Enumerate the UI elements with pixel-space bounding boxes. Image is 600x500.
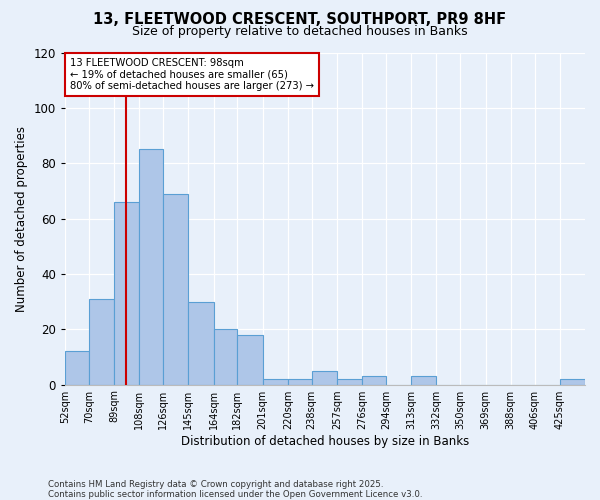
- Bar: [337, 379, 362, 384]
- Y-axis label: Number of detached properties: Number of detached properties: [15, 126, 28, 312]
- Bar: [114, 202, 139, 384]
- X-axis label: Distribution of detached houses by size in Banks: Distribution of detached houses by size …: [181, 434, 469, 448]
- Bar: [362, 376, 386, 384]
- Text: Size of property relative to detached houses in Banks: Size of property relative to detached ho…: [132, 25, 468, 38]
- Bar: [288, 379, 312, 384]
- Text: Contains public sector information licensed under the Open Government Licence v3: Contains public sector information licen…: [48, 490, 422, 499]
- Bar: [214, 329, 238, 384]
- Bar: [312, 370, 337, 384]
- Text: 13, FLEETWOOD CRESCENT, SOUTHPORT, PR9 8HF: 13, FLEETWOOD CRESCENT, SOUTHPORT, PR9 8…: [94, 12, 506, 28]
- Bar: [65, 352, 89, 384]
- Text: Contains HM Land Registry data © Crown copyright and database right 2025.: Contains HM Land Registry data © Crown c…: [48, 480, 383, 489]
- Bar: [139, 150, 163, 384]
- Bar: [163, 194, 188, 384]
- Bar: [89, 299, 114, 384]
- Bar: [238, 335, 263, 384]
- Bar: [560, 379, 585, 384]
- Bar: [411, 376, 436, 384]
- Text: 13 FLEETWOOD CRESCENT: 98sqm
← 19% of detached houses are smaller (65)
80% of se: 13 FLEETWOOD CRESCENT: 98sqm ← 19% of de…: [70, 58, 314, 91]
- Bar: [188, 302, 214, 384]
- Bar: [263, 379, 288, 384]
